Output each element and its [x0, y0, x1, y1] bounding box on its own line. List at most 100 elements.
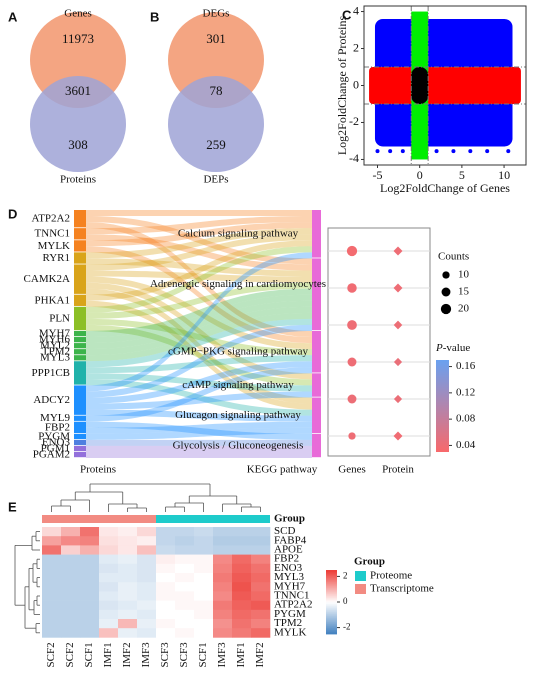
heat-cell: [213, 536, 233, 546]
colorbar-label: 0.12: [456, 386, 475, 398]
flow: [86, 282, 312, 319]
dot: [393, 431, 403, 441]
column-label: SCF2: [64, 642, 76, 667]
protein-label: ENO3: [42, 436, 71, 448]
pathway-node: [312, 258, 321, 331]
heat-cell: [99, 536, 119, 546]
heat-cell: [251, 628, 271, 638]
colorbar-step: [326, 610, 337, 613]
protein-label: PLN: [49, 312, 70, 324]
protein-label: ATP2A2: [31, 213, 70, 225]
heat-cell: [118, 600, 138, 611]
x-tick-label: Protein: [382, 464, 414, 476]
venn-set-name: Genes: [64, 8, 92, 20]
venn-count: 259: [206, 137, 226, 152]
heat-cell: [99, 619, 119, 629]
protein-node: [74, 264, 86, 294]
colorbar-step: [326, 574, 337, 577]
heat-cell: [80, 527, 100, 537]
colorbar: [436, 360, 449, 452]
column-label: SCF1: [83, 642, 95, 667]
heat-cell: [213, 563, 233, 574]
legend-title-italic: P: [435, 342, 443, 354]
heat-cell: [194, 527, 214, 537]
flow: [86, 288, 312, 404]
flow: [86, 318, 312, 356]
protein-node: [74, 433, 86, 440]
flow: [86, 246, 312, 313]
heat-cell: [99, 591, 119, 601]
group-cell: [175, 515, 194, 523]
colorbar-step: [326, 618, 337, 621]
heat-cell: [251, 619, 271, 629]
heat-cell: [251, 600, 271, 611]
colorbar-step: [326, 580, 337, 583]
protein-node: [74, 361, 86, 385]
heat-cell: [99, 554, 119, 565]
point-cloud: [468, 149, 473, 154]
y-axis-title: Log2FoldChange of Proteins: [335, 16, 349, 156]
group-cell: [99, 515, 118, 523]
heat-cell: [232, 554, 252, 565]
heat-cell: [137, 619, 157, 629]
protein-label: PGM1: [41, 442, 70, 454]
heat-cell: [61, 600, 81, 611]
dot: [347, 320, 357, 330]
flow: [86, 222, 312, 247]
y-tick-label: 0: [353, 77, 359, 91]
point-cloud: [375, 149, 380, 154]
pathway-node: [312, 330, 321, 373]
dot: [348, 432, 356, 440]
heat-cell: [118, 545, 138, 555]
flow: [86, 258, 312, 277]
heat-cell: [213, 582, 233, 592]
heat-cell: [42, 563, 62, 574]
protein-node: [74, 421, 86, 434]
row-label: ATP2A2: [274, 599, 313, 611]
colorbar-step: [326, 628, 337, 631]
heat-cell: [80, 573, 100, 583]
heat-cell: [156, 600, 176, 611]
protein-node: [74, 330, 86, 337]
heat-cell: [156, 582, 176, 592]
row-label: FBP2: [274, 553, 299, 565]
column-label: SCF3: [178, 642, 190, 668]
colorbar-step: [326, 572, 337, 575]
venn-count: 308: [68, 137, 88, 152]
legend-label: 20: [458, 303, 470, 315]
heat-cell: [80, 582, 100, 592]
flow: [86, 361, 312, 404]
heat-cell: [42, 628, 62, 638]
protein-label: PGAM2: [33, 449, 70, 461]
protein-label: CAMK2A: [24, 273, 71, 285]
protein-label: ADCY2: [33, 394, 70, 406]
colorbar-step: [326, 614, 337, 617]
heat-cell: [80, 536, 100, 546]
heat-cell: [232, 582, 252, 592]
colorbar-label: 2: [343, 570, 348, 580]
heat-cell: [194, 573, 214, 583]
heat-cell: [80, 563, 100, 574]
heat-cell: [156, 628, 176, 638]
heat-cell: [118, 582, 138, 592]
heat-cell: [251, 536, 271, 546]
heat-cell: [175, 619, 195, 629]
point-cloud: [400, 149, 405, 154]
panel-label: B: [150, 9, 159, 24]
heat-cell: [80, 591, 100, 601]
x-tick-label: Genes: [338, 464, 366, 476]
group-cell: [194, 515, 213, 523]
heat-cell: [175, 609, 195, 620]
heat-cell: [156, 563, 176, 574]
heat-cell: [251, 554, 271, 565]
row-label: APOE: [274, 544, 303, 556]
flow: [86, 312, 312, 362]
heat-cell: [156, 573, 176, 583]
legend-dot: [440, 303, 452, 315]
colorbar-step: [326, 592, 337, 595]
protein-node: [74, 445, 86, 452]
group-cell: [61, 515, 80, 523]
heat-cell: [42, 619, 62, 629]
heat-cell: [137, 582, 157, 592]
x-tick-label: 0: [417, 168, 423, 182]
